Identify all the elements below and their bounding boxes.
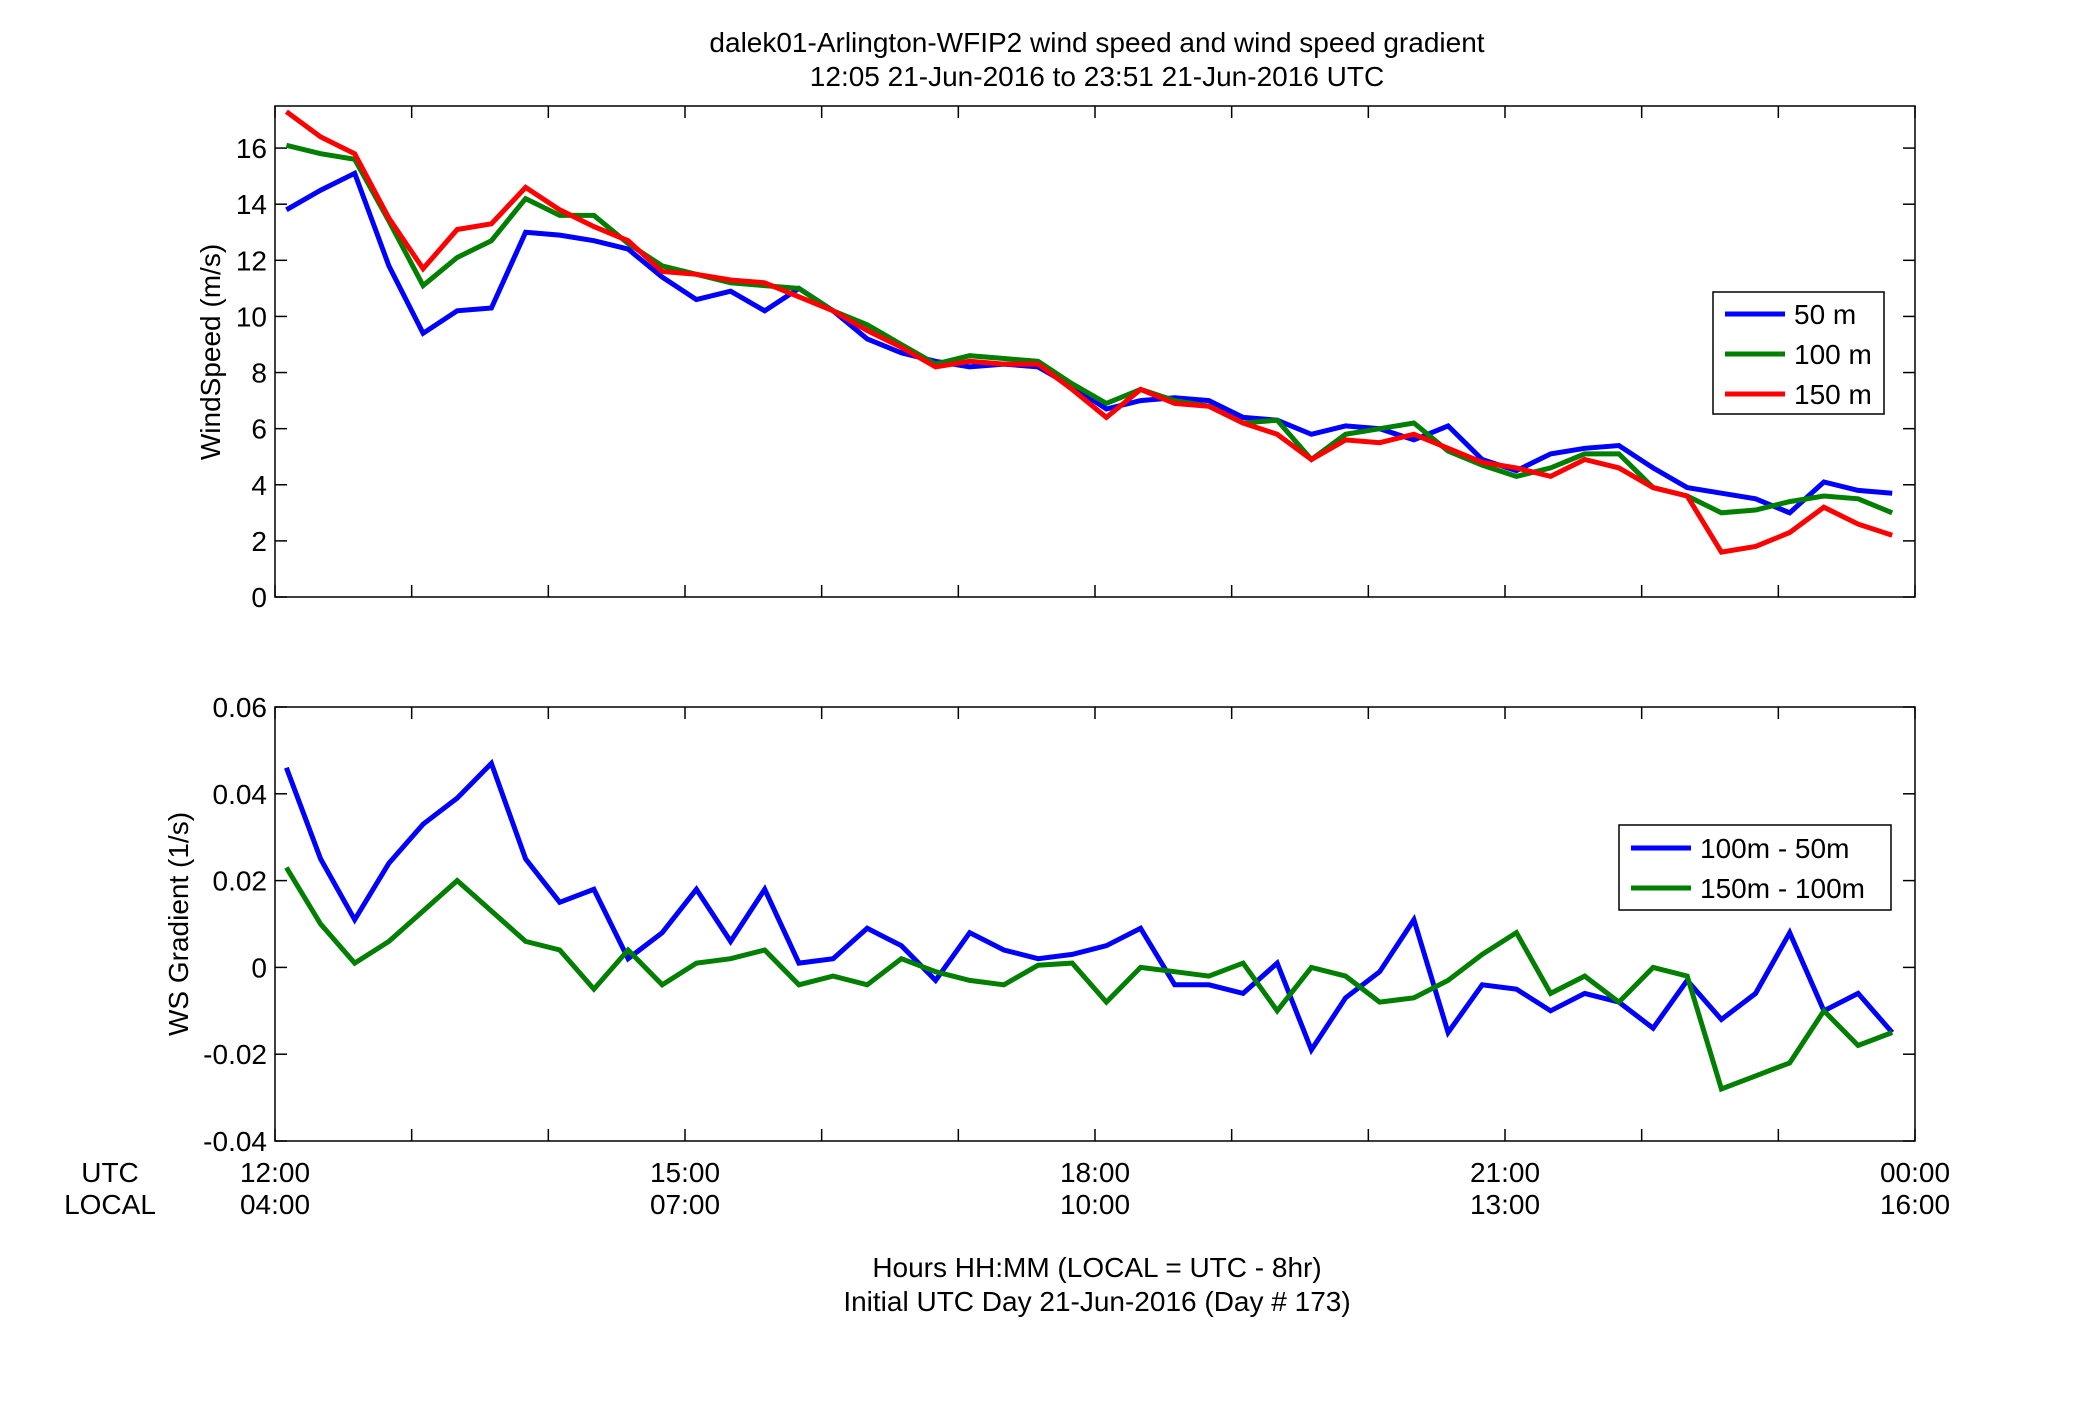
x-tick-label-local: 10:00 [1060,1189,1130,1220]
gradient-y-tick-label: 0.04 [213,779,268,810]
gradient-axes-box [274,706,1916,1142]
gradient-y-tick-label: -0.04 [203,1126,267,1157]
x-tick-labels-local: 04:00 07:00 10:00 13:00 16:00 [240,1189,1950,1220]
gradient-panel: -0.04 -0.02 0 0.02 0.04 0.06 WS Gradient (1/s… [163,692,1916,1157]
gradient-y-ticks: -0.04 -0.02 0 0.02 0.04 0.06 [203,692,1915,1157]
windspeed-y-tick-label: 16 [236,133,267,164]
gradient-series-100m-50m [284,758,1895,1056]
gradient-y-tick-label: -0.02 [203,1039,267,1070]
windspeed-y-label: WindSpeed (m/s) [195,244,226,460]
windspeed-x-ticks [274,106,1916,597]
windspeed-y-tick-label: 14 [236,189,267,220]
gradient-y-tick-label: 0.02 [213,866,268,897]
row-label-local: LOCAL [64,1189,156,1220]
windspeed-axes-box [274,105,1916,598]
windspeed-y-tick-label: 12 [236,245,267,276]
legend-100m-label: 100 m [1794,339,1872,370]
row-label-utc: UTC [81,1157,139,1188]
x-tick-label-local: 16:00 [1880,1189,1950,1220]
windspeed-y-tick-label: 0 [251,582,267,613]
windspeed-y-ticks: 0 2 4 6 8 10 12 14 16 [236,133,1915,613]
windspeed-series-50-m [285,169,1893,516]
gradient-series [284,758,1895,1093]
windspeed-y-tick-label: 10 [236,301,267,332]
legend-100m-50m-label: 100m - 50m [1700,833,1849,864]
gradient-x-ticks [274,707,1916,1141]
windspeed-legend: 50 m 100 m 150 m [1712,291,1885,415]
windspeed-series-100-m [285,142,1894,516]
legend-50m-label: 50 m [1794,299,1856,330]
x-tick-label-local: 13:00 [1470,1189,1540,1220]
gradient-series-150m-100m [284,866,1894,1093]
windspeed-panel: 0 2 4 6 8 10 12 14 16 WindSpeed (m/s) 50 m 100 m… [195,105,1916,613]
windspeed-y-tick-label: 8 [251,358,267,389]
legend-150m-label: 150 m [1794,379,1872,410]
windspeed-y-tick-label: 6 [251,414,267,445]
windspeed-y-tick-label: 2 [251,526,267,557]
x-tick-label-local: 07:00 [650,1189,720,1220]
chart-title-line1: dalek01-Arlington-WFIP2 wind speed and w… [709,27,1484,58]
gradient-y-label: WS Gradient (1/s) [163,812,194,1036]
gradient-y-tick-label: 0 [251,952,267,983]
legend-150m-100m-label: 150m - 100m [1700,873,1865,904]
windspeed-series [284,109,1894,555]
x-axis-label-line1: Hours HH:MM (LOCAL = UTC - 8hr) [872,1252,1321,1283]
gradient-y-tick-label: 0.06 [213,692,268,723]
windspeed-y-tick-label: 4 [251,470,267,501]
x-tick-label-utc: 21:00 [1470,1157,1540,1188]
x-tick-labels-utc: 12:00 15:00 18:00 21:00 00:00 [240,1157,1950,1188]
x-axis-label-line2: Initial UTC Day 21-Jun-2016 (Day # 173) [843,1286,1350,1317]
gradient-legend: 100m - 50m 150m - 100m [1618,824,1892,911]
gradient-legend-box [1618,824,1892,911]
x-tick-label-utc: 00:00 [1880,1157,1950,1188]
x-tick-label-utc: 18:00 [1060,1157,1130,1188]
chart-title-line2: 12:05 21-Jun-2016 to 23:51 21-Jun-2016 U… [810,61,1384,92]
x-tick-label-local: 04:00 [240,1189,310,1220]
windspeed-series-150-m [284,109,1893,555]
x-tick-label-utc: 15:00 [650,1157,720,1188]
x-tick-label-utc: 12:00 [240,1157,310,1188]
